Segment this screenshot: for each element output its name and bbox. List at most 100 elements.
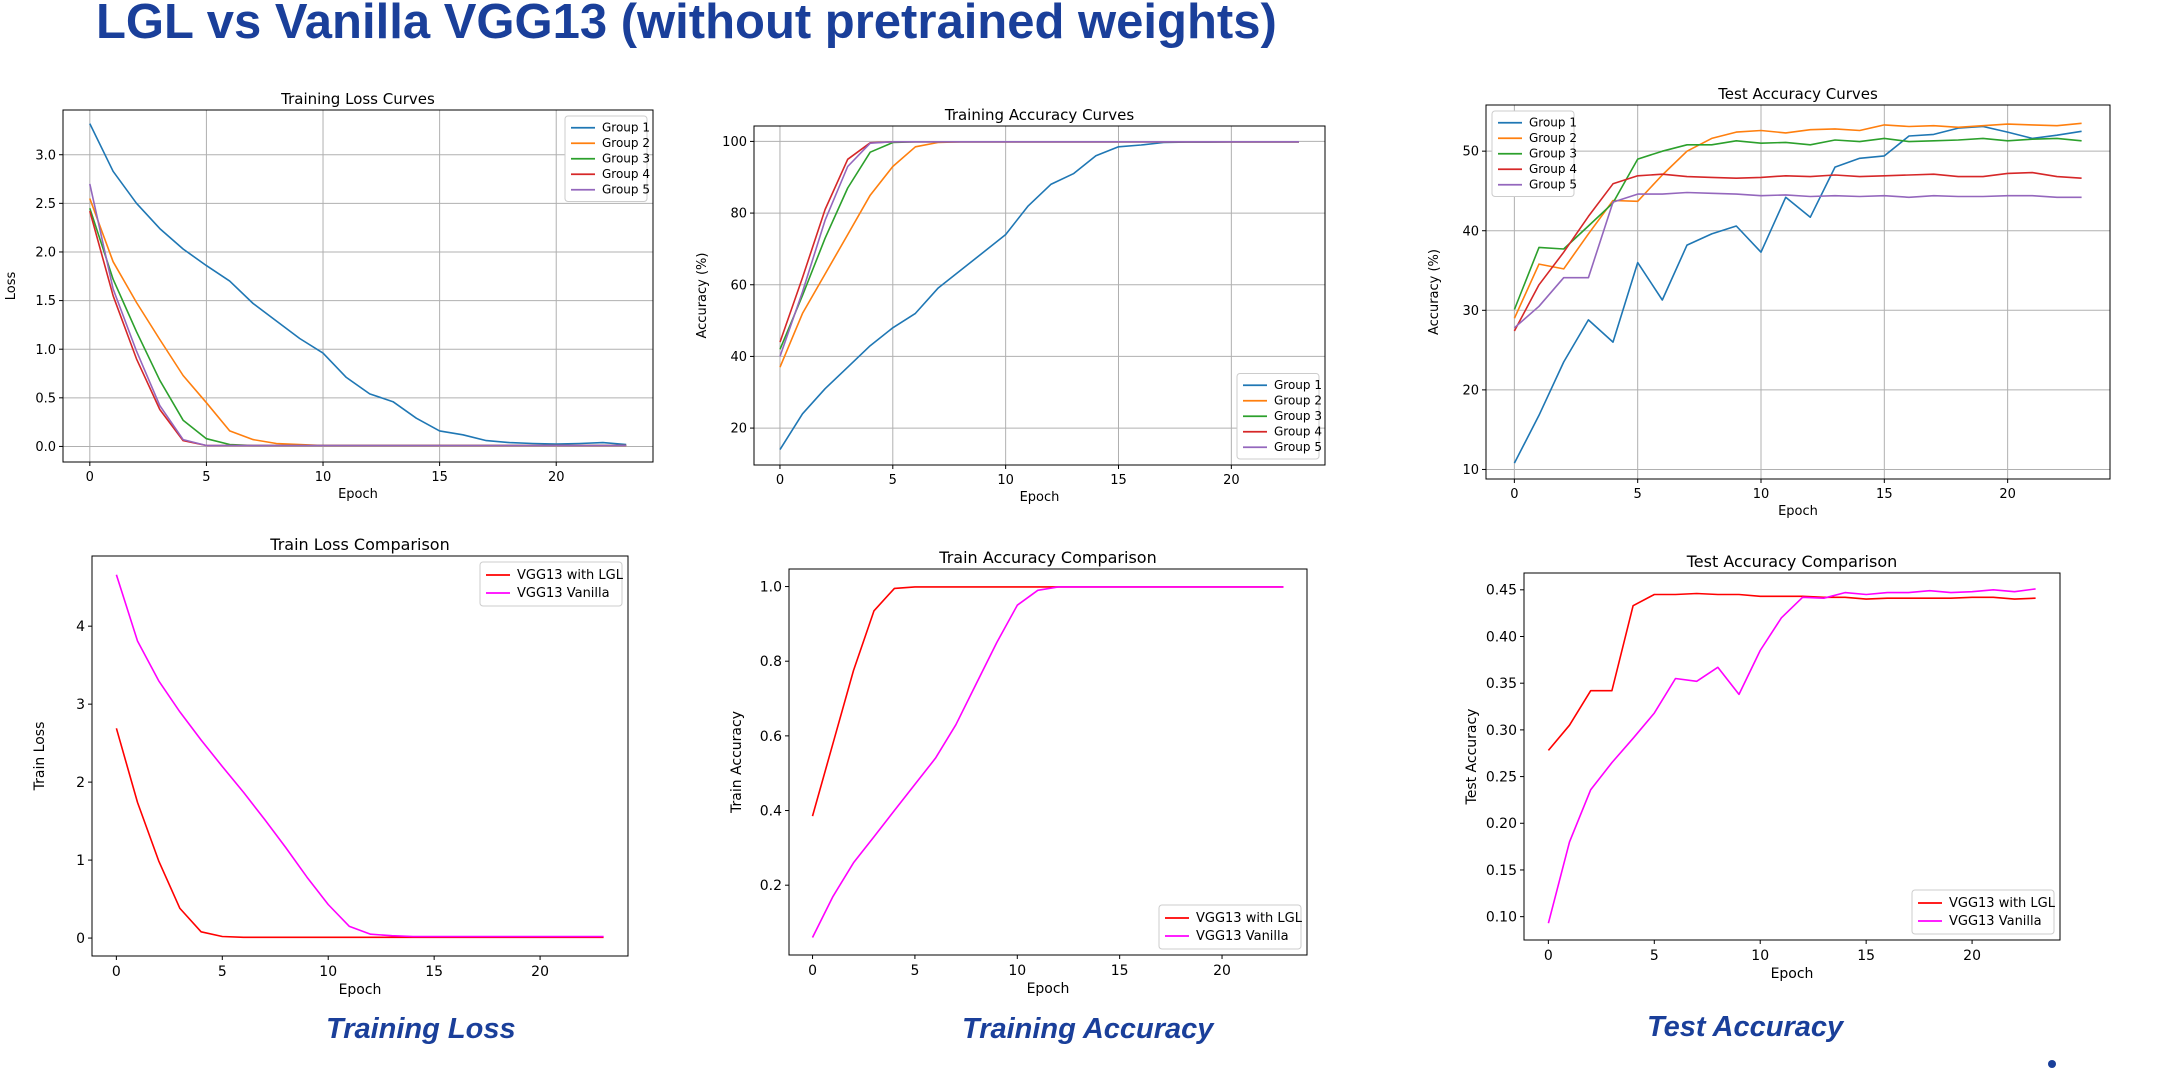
legend-box bbox=[564, 115, 648, 202]
legend-label: Group 2 bbox=[602, 136, 650, 150]
series-line bbox=[779, 141, 1299, 350]
x-tick-label: 5 bbox=[202, 470, 210, 485]
y-tick-label: 1.5 bbox=[35, 294, 56, 309]
x-tick-label: 10 bbox=[1751, 948, 1769, 964]
y-tick-label: 3.0 bbox=[35, 148, 56, 163]
x-tick-label: 5 bbox=[218, 964, 227, 980]
chart-1: 0 5 10 15 20 0.0 0.5 1.0 1.5 2.0 2.5 3.0 Training Lo… bbox=[4, 90, 654, 502]
y-tick-label: 1.0 bbox=[760, 579, 782, 595]
x-axis-label: Epoch bbox=[339, 982, 382, 998]
y-tick-label: 20 bbox=[1462, 383, 1479, 398]
chart-title: Test Accuracy Comparison bbox=[1686, 552, 1898, 571]
chart-4: 0 5 10 15 20 0 1 2 3 4 Train Loss Comparison Epoch T… bbox=[32, 535, 629, 998]
x-tick-label: 0 bbox=[86, 470, 94, 485]
y-axis-label: Accuracy (%) bbox=[695, 253, 710, 339]
x-tick-label: 0 bbox=[776, 473, 784, 488]
y-tick-label: 1.0 bbox=[35, 343, 56, 358]
legend-label: Group 5 bbox=[1274, 440, 1322, 454]
legend-label: Group 4 bbox=[602, 167, 650, 181]
y-tick-label: 2 bbox=[76, 775, 85, 791]
series-line bbox=[115, 574, 604, 938]
legend-label: Group 5 bbox=[602, 182, 650, 196]
y-tick-label: 0.20 bbox=[1486, 816, 1517, 832]
y-tick-label: 3 bbox=[76, 697, 85, 713]
series-line bbox=[1513, 191, 2082, 329]
legend-box bbox=[1236, 373, 1320, 460]
legend-label: Group 1 bbox=[1274, 378, 1322, 392]
legend-label: Group 4 bbox=[1274, 424, 1322, 438]
y-axis-label: Loss bbox=[4, 272, 19, 301]
y-tick-label: 0.40 bbox=[1486, 629, 1517, 645]
plot-frame bbox=[1523, 572, 2061, 941]
legend-box bbox=[1911, 889, 2055, 935]
y-tick-label: 30 bbox=[1462, 304, 1479, 319]
x-axis-label: Epoch bbox=[338, 487, 378, 502]
series-line bbox=[1547, 588, 2036, 924]
y-tick-label: 2.5 bbox=[35, 197, 56, 212]
x-tick-label: 5 bbox=[889, 473, 897, 488]
y-tick-label: 0.45 bbox=[1486, 583, 1517, 599]
x-tick-label: 15 bbox=[1857, 948, 1875, 964]
x-tick-label: 10 bbox=[315, 470, 332, 485]
y-tick-label: 50 bbox=[1462, 145, 1479, 160]
x-axis-label: Epoch bbox=[1771, 966, 1814, 982]
x-tick-label: 15 bbox=[425, 964, 443, 980]
series-line bbox=[779, 141, 1299, 368]
chart-title: Test Accuracy Curves bbox=[1717, 85, 1878, 103]
caption-training-loss: Training Loss bbox=[326, 1013, 516, 1045]
x-tick-label: 0 bbox=[112, 964, 121, 980]
x-tick-label: 20 bbox=[1999, 487, 2016, 502]
series-line bbox=[89, 207, 627, 447]
plot-frame bbox=[91, 555, 629, 957]
x-tick-label: 0 bbox=[1510, 487, 1518, 502]
y-tick-label: 0.0 bbox=[35, 440, 56, 455]
series-line bbox=[1513, 171, 2082, 332]
legend: VGG13 with LGL VGG13 Vanilla bbox=[479, 561, 624, 607]
x-tick-label: 0 bbox=[1544, 948, 1553, 964]
y-tick-label: 0.35 bbox=[1486, 676, 1517, 692]
x-tick-label: 15 bbox=[1111, 963, 1129, 979]
x-tick-label: 5 bbox=[910, 963, 919, 979]
y-tick-label: 2.0 bbox=[35, 246, 56, 261]
y-axis-label: Accuracy (%) bbox=[1427, 249, 1442, 335]
x-tick-label: 20 bbox=[1223, 473, 1240, 488]
x-axis-label: Epoch bbox=[1778, 504, 1818, 519]
y-axis-label: Test Accuracy bbox=[1464, 709, 1480, 806]
x-tick-label: 20 bbox=[1963, 948, 1981, 964]
y-tick-label: 4 bbox=[76, 619, 85, 635]
y-tick-label: 0 bbox=[76, 931, 85, 947]
y-tick-label: 80 bbox=[730, 207, 747, 222]
y-tick-label: 0.15 bbox=[1486, 863, 1517, 879]
series-line bbox=[89, 183, 627, 447]
series-line bbox=[1513, 122, 2082, 319]
legend-box bbox=[1158, 904, 1302, 950]
legend-label: Group 3 bbox=[1529, 146, 1577, 160]
legend-label: Group 3 bbox=[1274, 409, 1322, 423]
corner-dot bbox=[2048, 1060, 2056, 1068]
y-tick-label: 0.30 bbox=[1486, 723, 1517, 739]
series-line bbox=[1547, 592, 2036, 751]
chart-3: 0 5 10 15 20 10 20 30 40 50 Test Accuracy Curves Ep… bbox=[1427, 85, 2111, 519]
series-line bbox=[811, 586, 1284, 817]
y-axis-label: Train Loss bbox=[32, 722, 48, 792]
series-line bbox=[89, 198, 627, 447]
x-tick-label: 10 bbox=[319, 964, 337, 980]
legend-label: VGG13 with LGL bbox=[517, 568, 624, 583]
y-tick-label: 20 bbox=[730, 422, 747, 437]
x-tick-label: 20 bbox=[548, 470, 565, 485]
x-tick-label: 10 bbox=[1753, 487, 1770, 502]
legend-label: VGG13 Vanilla bbox=[517, 586, 610, 601]
x-tick-label: 20 bbox=[1213, 963, 1231, 979]
x-tick-label: 15 bbox=[1876, 487, 1893, 502]
y-tick-label: 0.10 bbox=[1486, 910, 1517, 926]
series-line bbox=[779, 141, 1299, 451]
plot-frame bbox=[62, 109, 654, 463]
legend-label: Group 3 bbox=[602, 151, 650, 165]
legend-label: Group 5 bbox=[1529, 177, 1577, 191]
y-tick-label: 1 bbox=[76, 853, 85, 869]
legend-label: Group 1 bbox=[1529, 115, 1577, 129]
plot-frame bbox=[753, 125, 1326, 466]
